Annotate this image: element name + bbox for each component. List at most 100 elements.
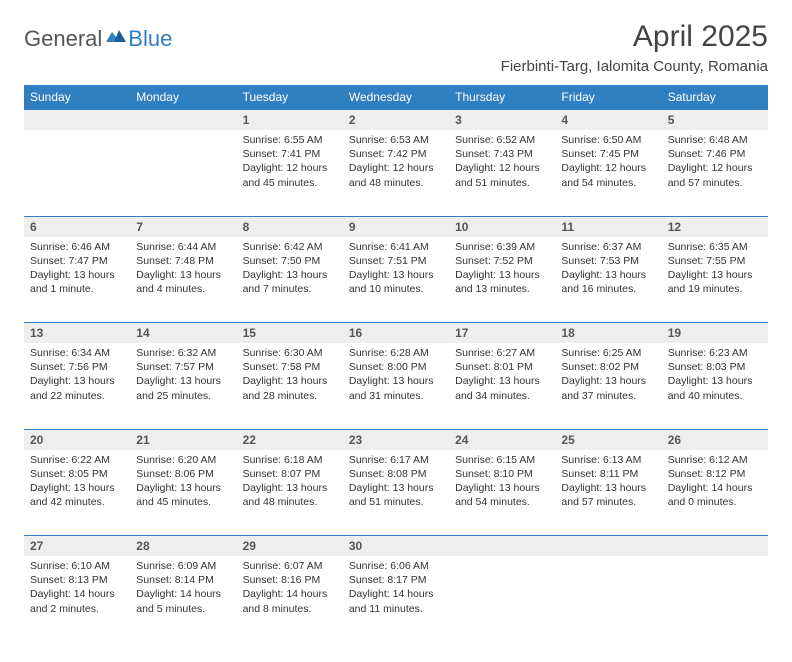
day-number: 26	[662, 429, 768, 450]
sunset-text: Sunset: 7:55 PM	[668, 254, 762, 268]
day-cell-content: Sunrise: 6:32 AMSunset: 7:57 PMDaylight:…	[130, 343, 236, 409]
sunset-text: Sunset: 8:16 PM	[243, 573, 337, 587]
day-number	[130, 110, 236, 131]
sunset-text: Sunset: 8:08 PM	[349, 467, 443, 481]
sunset-text: Sunset: 7:42 PM	[349, 147, 443, 161]
daylight-text: Daylight: 13 hours and 10 minutes.	[349, 268, 443, 296]
week-row: Sunrise: 6:55 AMSunset: 7:41 PMDaylight:…	[24, 130, 768, 216]
daylight-text: Daylight: 13 hours and 45 minutes.	[136, 481, 230, 509]
day-number: 18	[555, 323, 661, 344]
day-cell: Sunrise: 6:23 AMSunset: 8:03 PMDaylight:…	[662, 343, 768, 429]
sunrise-text: Sunrise: 6:22 AM	[30, 453, 124, 467]
sunrise-text: Sunrise: 6:44 AM	[136, 240, 230, 254]
sunrise-text: Sunrise: 6:37 AM	[561, 240, 655, 254]
day-cell: Sunrise: 6:22 AMSunset: 8:05 PMDaylight:…	[24, 450, 130, 536]
daylight-text: Daylight: 12 hours and 54 minutes.	[561, 161, 655, 189]
calendar-table: Sunday Monday Tuesday Wednesday Thursday…	[24, 85, 768, 642]
day-cell: Sunrise: 6:55 AMSunset: 7:41 PMDaylight:…	[237, 130, 343, 216]
sunrise-text: Sunrise: 6:13 AM	[561, 453, 655, 467]
day-cell-content: Sunrise: 6:25 AMSunset: 8:02 PMDaylight:…	[555, 343, 661, 409]
daylight-text: Daylight: 13 hours and 13 minutes.	[455, 268, 549, 296]
day-cell: Sunrise: 6:37 AMSunset: 7:53 PMDaylight:…	[555, 237, 661, 323]
day-header: Sunday	[24, 85, 130, 110]
day-number: 19	[662, 323, 768, 344]
sunrise-text: Sunrise: 6:07 AM	[243, 559, 337, 573]
sunset-text: Sunset: 7:52 PM	[455, 254, 549, 268]
day-cell-content: Sunrise: 6:46 AMSunset: 7:47 PMDaylight:…	[24, 237, 130, 303]
day-number: 13	[24, 323, 130, 344]
daylight-text: Daylight: 13 hours and 40 minutes.	[668, 374, 762, 402]
day-number: 6	[24, 216, 130, 237]
day-cell-content: Sunrise: 6:53 AMSunset: 7:42 PMDaylight:…	[343, 130, 449, 196]
day-cell: Sunrise: 6:06 AMSunset: 8:17 PMDaylight:…	[343, 556, 449, 642]
day-cell	[24, 130, 130, 216]
day-cell	[130, 130, 236, 216]
day-number: 30	[343, 536, 449, 557]
sunset-text: Sunset: 8:13 PM	[30, 573, 124, 587]
daylight-text: Daylight: 14 hours and 2 minutes.	[30, 587, 124, 615]
day-number-row: 6789101112	[24, 216, 768, 237]
day-cell: Sunrise: 6:30 AMSunset: 7:58 PMDaylight:…	[237, 343, 343, 429]
day-number: 17	[449, 323, 555, 344]
day-number: 8	[237, 216, 343, 237]
day-cell-content: Sunrise: 6:37 AMSunset: 7:53 PMDaylight:…	[555, 237, 661, 303]
sunrise-text: Sunrise: 6:25 AM	[561, 346, 655, 360]
day-number	[24, 110, 130, 131]
sunset-text: Sunset: 7:57 PM	[136, 360, 230, 374]
sunset-text: Sunset: 7:58 PM	[243, 360, 337, 374]
sunrise-text: Sunrise: 6:46 AM	[30, 240, 124, 254]
day-cell-content: Sunrise: 6:35 AMSunset: 7:55 PMDaylight:…	[662, 237, 768, 303]
day-header: Tuesday	[237, 85, 343, 110]
daylight-text: Daylight: 13 hours and 28 minutes.	[243, 374, 337, 402]
day-number-row: 20212223242526	[24, 429, 768, 450]
sunrise-text: Sunrise: 6:23 AM	[668, 346, 762, 360]
sunrise-text: Sunrise: 6:32 AM	[136, 346, 230, 360]
day-number	[555, 536, 661, 557]
daylight-text: Daylight: 13 hours and 37 minutes.	[561, 374, 655, 402]
sunset-text: Sunset: 7:51 PM	[349, 254, 443, 268]
day-number: 24	[449, 429, 555, 450]
day-header: Wednesday	[343, 85, 449, 110]
daylight-text: Daylight: 13 hours and 57 minutes.	[561, 481, 655, 509]
daylight-text: Daylight: 12 hours and 48 minutes.	[349, 161, 443, 189]
day-number: 21	[130, 429, 236, 450]
sunrise-text: Sunrise: 6:39 AM	[455, 240, 549, 254]
day-cell-content: Sunrise: 6:44 AMSunset: 7:48 PMDaylight:…	[130, 237, 236, 303]
daylight-text: Daylight: 14 hours and 8 minutes.	[243, 587, 337, 615]
day-cell-content: Sunrise: 6:42 AMSunset: 7:50 PMDaylight:…	[237, 237, 343, 303]
daylight-text: Daylight: 14 hours and 11 minutes.	[349, 587, 443, 615]
day-cell-content: Sunrise: 6:12 AMSunset: 8:12 PMDaylight:…	[662, 450, 768, 516]
sunset-text: Sunset: 7:56 PM	[30, 360, 124, 374]
day-number: 28	[130, 536, 236, 557]
day-cell: Sunrise: 6:39 AMSunset: 7:52 PMDaylight:…	[449, 237, 555, 323]
day-number	[449, 536, 555, 557]
day-cell: Sunrise: 6:13 AMSunset: 8:11 PMDaylight:…	[555, 450, 661, 536]
day-number: 20	[24, 429, 130, 450]
day-cell: Sunrise: 6:10 AMSunset: 8:13 PMDaylight:…	[24, 556, 130, 642]
sunrise-text: Sunrise: 6:41 AM	[349, 240, 443, 254]
sunrise-text: Sunrise: 6:42 AM	[243, 240, 337, 254]
logo: General Blue	[24, 26, 172, 52]
day-cell: Sunrise: 6:53 AMSunset: 7:42 PMDaylight:…	[343, 130, 449, 216]
day-number: 27	[24, 536, 130, 557]
day-number: 1	[237, 110, 343, 131]
daylight-text: Daylight: 13 hours and 48 minutes.	[243, 481, 337, 509]
sunrise-text: Sunrise: 6:48 AM	[668, 133, 762, 147]
sunset-text: Sunset: 7:48 PM	[136, 254, 230, 268]
sunset-text: Sunset: 8:07 PM	[243, 467, 337, 481]
sunset-text: Sunset: 7:41 PM	[243, 147, 337, 161]
day-cell-content: Sunrise: 6:27 AMSunset: 8:01 PMDaylight:…	[449, 343, 555, 409]
day-number: 16	[343, 323, 449, 344]
daylight-text: Daylight: 13 hours and 31 minutes.	[349, 374, 443, 402]
sunset-text: Sunset: 7:47 PM	[30, 254, 124, 268]
day-cell: Sunrise: 6:34 AMSunset: 7:56 PMDaylight:…	[24, 343, 130, 429]
day-header: Friday	[555, 85, 661, 110]
day-number: 29	[237, 536, 343, 557]
day-cell: Sunrise: 6:28 AMSunset: 8:00 PMDaylight:…	[343, 343, 449, 429]
sunset-text: Sunset: 8:14 PM	[136, 573, 230, 587]
day-cell-content: Sunrise: 6:15 AMSunset: 8:10 PMDaylight:…	[449, 450, 555, 516]
sunset-text: Sunset: 8:10 PM	[455, 467, 549, 481]
sunrise-text: Sunrise: 6:06 AM	[349, 559, 443, 573]
sunrise-text: Sunrise: 6:35 AM	[668, 240, 762, 254]
day-cell: Sunrise: 6:18 AMSunset: 8:07 PMDaylight:…	[237, 450, 343, 536]
